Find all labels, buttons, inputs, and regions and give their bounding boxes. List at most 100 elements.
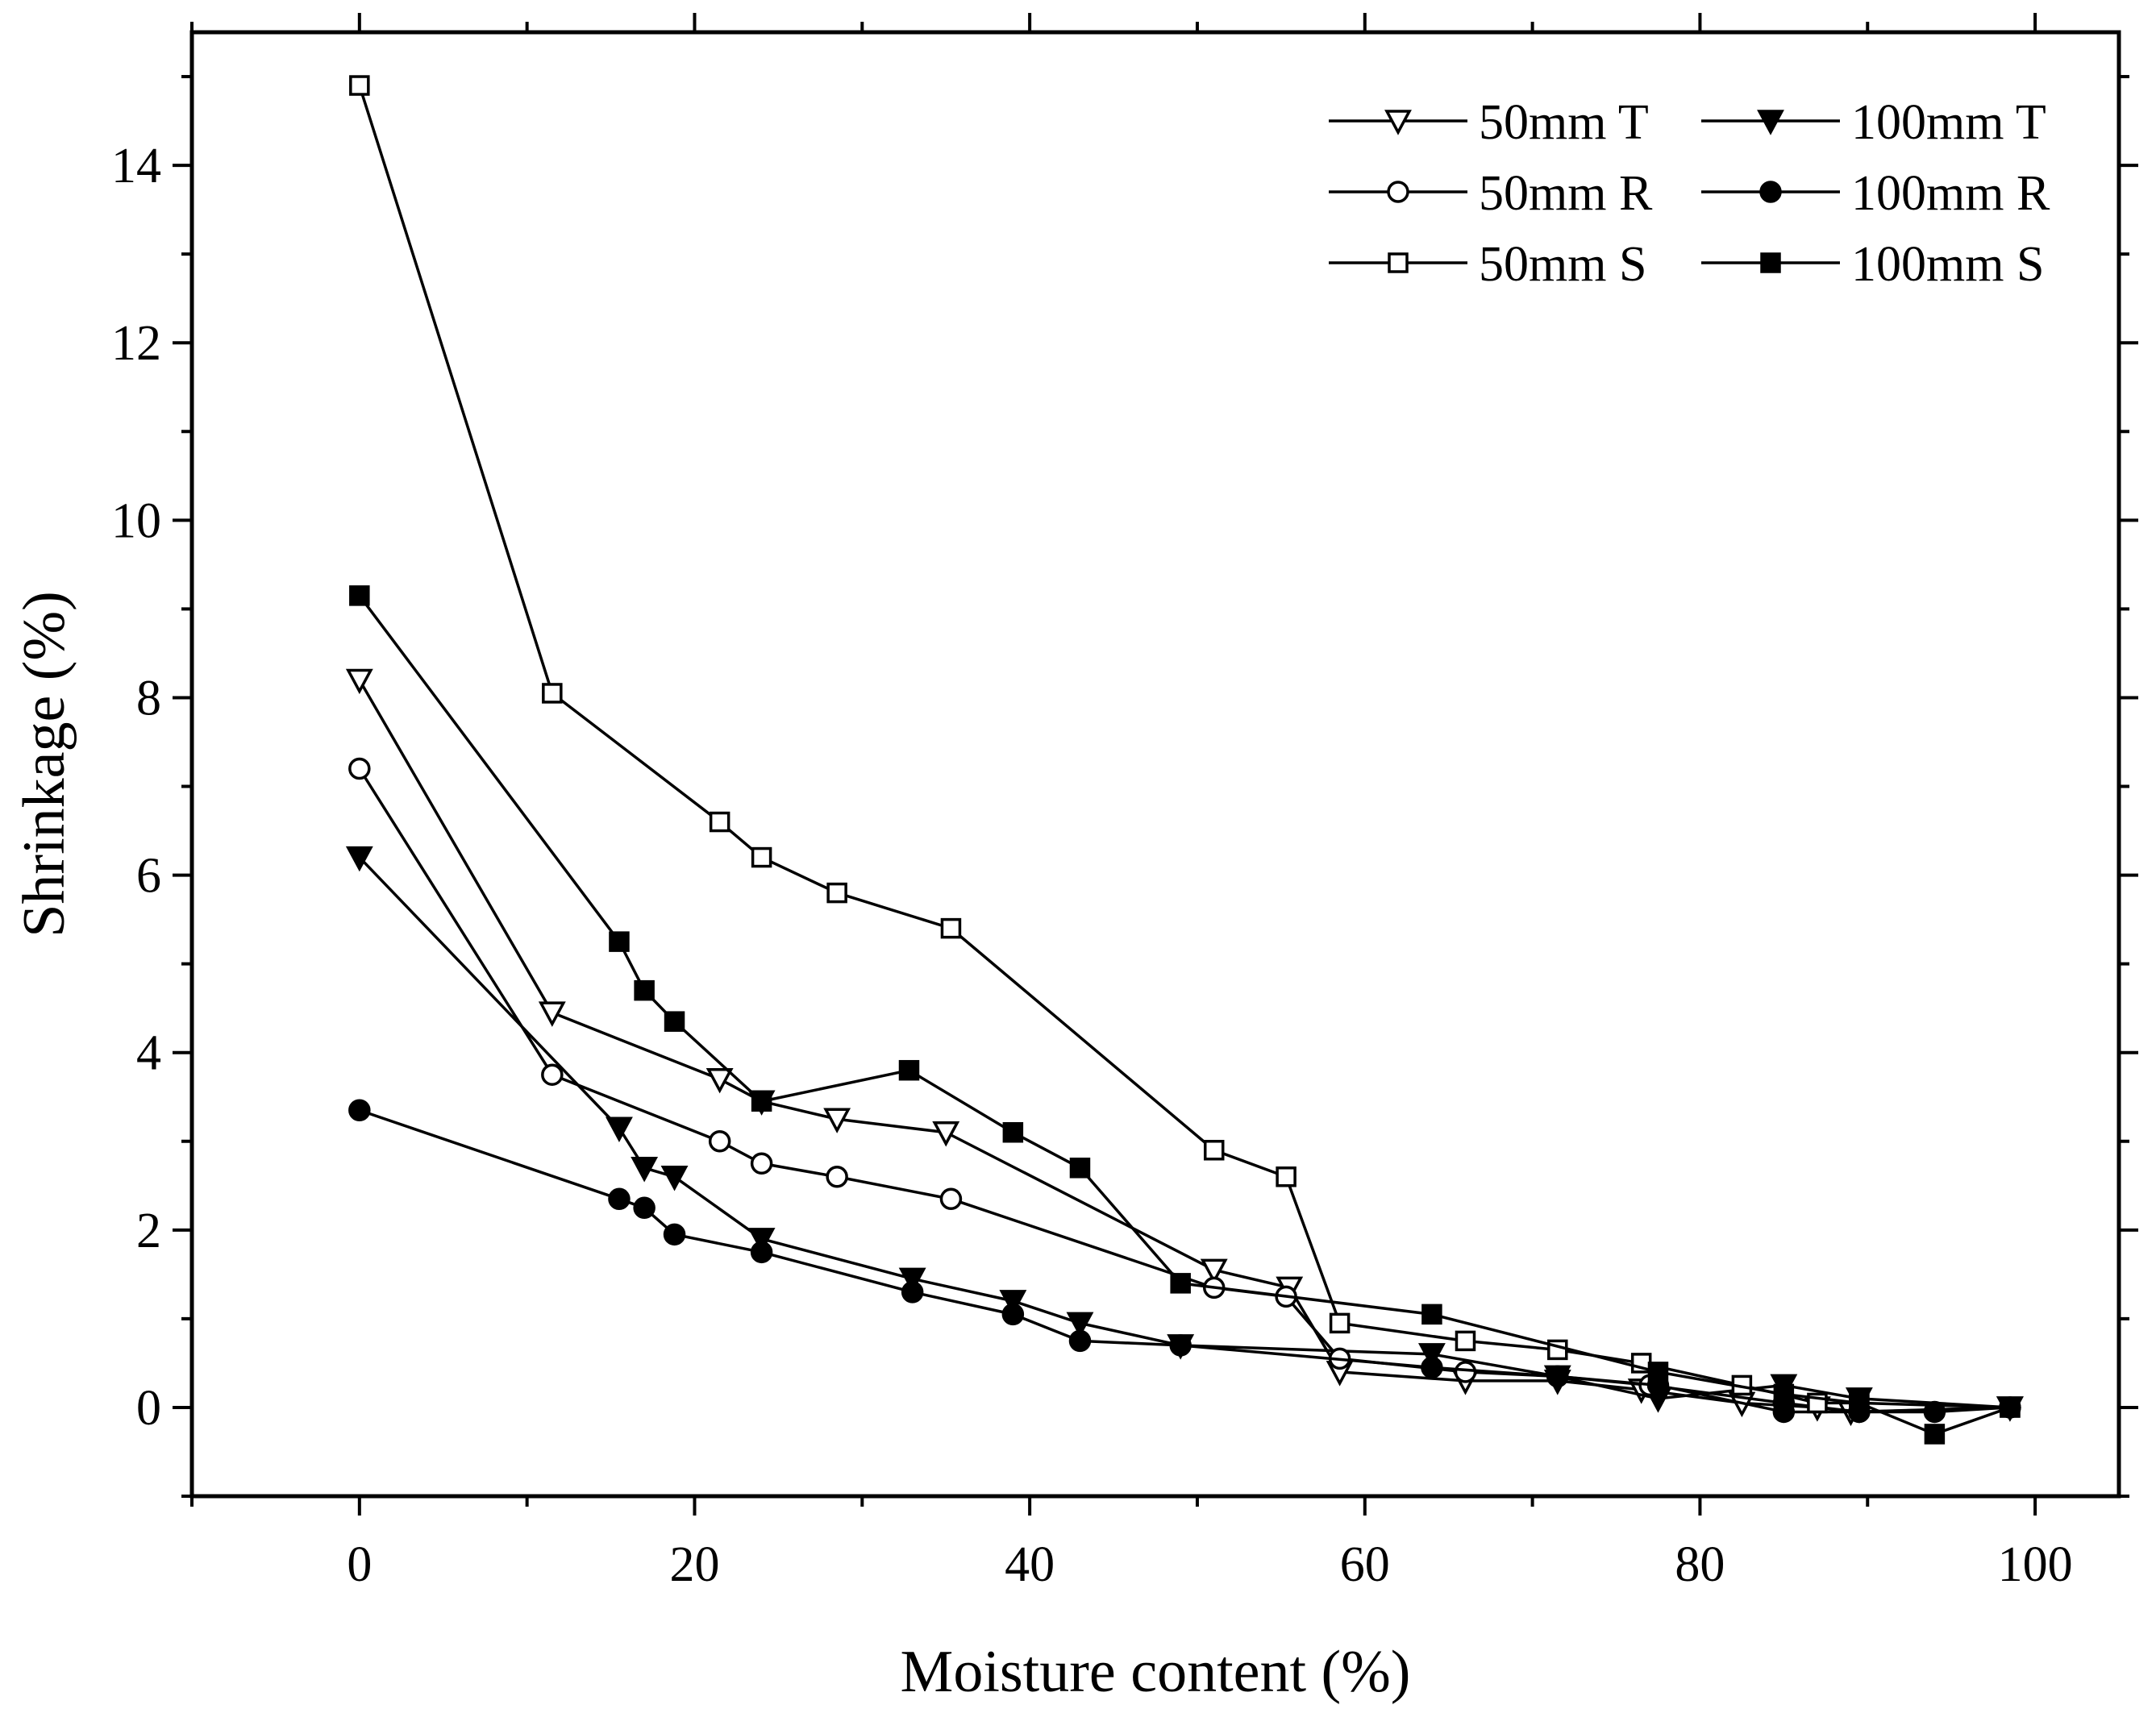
data-point <box>826 882 847 904</box>
y-tick-label: 10 <box>111 493 161 548</box>
data-point <box>1421 1304 1442 1325</box>
data-point <box>1069 1158 1091 1179</box>
data-point <box>1849 1392 1870 1414</box>
legend-item: 100mm T <box>1701 95 2046 150</box>
legend-item: 50mm S <box>1329 237 1646 292</box>
legend-marker <box>1760 252 1781 273</box>
data-point <box>349 75 370 96</box>
y-tick-label: 8 <box>136 671 161 726</box>
y-tick-label: 2 <box>136 1204 161 1258</box>
x-tick-label: 0 <box>347 1537 372 1592</box>
legend-label: 100mm R <box>1851 166 2050 221</box>
data-point <box>1170 1273 1191 1294</box>
data-point <box>663 1223 686 1246</box>
data-point <box>542 683 563 704</box>
legend-item: 100mm R <box>1701 166 2050 221</box>
legend-marker <box>1387 181 1409 203</box>
data-point <box>751 1091 772 1112</box>
legend-label: 50mm R <box>1479 166 1653 221</box>
x-tick-label: 60 <box>1340 1537 1390 1592</box>
data-point <box>633 1196 656 1220</box>
legend-item: 50mm T <box>1329 95 1649 150</box>
y-tick-label: 4 <box>136 1026 161 1081</box>
data-point <box>348 757 371 780</box>
data-point <box>1923 1400 1946 1424</box>
data-point <box>1066 1312 1094 1338</box>
data-point <box>705 1067 734 1094</box>
data-point <box>1417 1343 1446 1369</box>
legend-label: 50mm S <box>1479 237 1646 292</box>
data-point <box>898 1059 920 1081</box>
legend-marker <box>1757 110 1784 135</box>
data-point <box>538 1001 566 1027</box>
data-point <box>708 1130 731 1153</box>
data-point <box>634 979 655 1001</box>
data-point <box>1773 1383 1795 1405</box>
data-point <box>541 1063 564 1086</box>
y-tick-label: 6 <box>136 849 161 904</box>
series-100mm-s <box>349 585 2021 1445</box>
data-point <box>940 917 962 939</box>
data-point <box>345 668 373 695</box>
data-point <box>1276 1166 1297 1187</box>
data-point <box>932 1121 960 1147</box>
data-point <box>751 846 772 868</box>
data-point <box>1002 1122 1024 1143</box>
data-point <box>747 1228 776 1254</box>
data-point <box>1454 1361 1477 1383</box>
data-point <box>1203 1140 1225 1161</box>
data-point <box>349 585 370 606</box>
data-point <box>1772 1400 1796 1424</box>
series-layer <box>345 75 2024 1445</box>
data-point <box>1329 1312 1351 1334</box>
data-point <box>345 846 373 872</box>
x-axis-title: Moisture content (%) <box>901 1639 1411 1705</box>
y-tick-label: 14 <box>111 139 161 193</box>
data-point <box>750 1152 773 1175</box>
data-point <box>1001 1303 1025 1326</box>
data-point <box>660 1166 689 1191</box>
y-axis-title: Shrinkage (%) <box>11 591 77 937</box>
data-point <box>1546 1365 1569 1388</box>
x-tick-label: 20 <box>669 1537 719 1592</box>
legend-item: 50mm R <box>1329 166 1653 221</box>
data-point <box>1068 1329 1092 1353</box>
legend-marker <box>1759 181 1782 203</box>
x-tick-label: 80 <box>1675 1537 1725 1592</box>
data-point <box>1647 1362 1669 1383</box>
legend-marker <box>1388 252 1409 273</box>
data-point <box>2000 1397 2021 1418</box>
data-point <box>1200 1258 1228 1285</box>
data-point <box>939 1187 963 1211</box>
legend-marker <box>1384 110 1412 135</box>
data-point <box>1169 1334 1192 1357</box>
data-point <box>1455 1330 1476 1352</box>
data-point <box>664 1011 685 1032</box>
data-point <box>608 1187 631 1211</box>
series-100mm-r <box>348 1099 2021 1424</box>
legend: 50mm T 50mm R 50mm S 100mm T 100mm R 100mm S <box>1329 95 2050 292</box>
data-point <box>1924 1424 1946 1445</box>
legend-label: 50mm T <box>1479 95 1649 150</box>
data-point <box>631 1157 659 1183</box>
y-tick-label: 12 <box>111 316 161 371</box>
data-point <box>901 1281 924 1304</box>
data-point <box>348 1099 371 1121</box>
legend-item: 100mm S <box>1701 237 2044 292</box>
data-point <box>709 811 730 833</box>
plot-frame <box>189 30 2121 1499</box>
ticks-layer: 0 20 40 60 80 100 0 2 4 6 8 10 12 14 <box>111 13 2138 1592</box>
data-point <box>823 1108 851 1133</box>
data-point <box>999 1290 1027 1316</box>
data-point <box>1421 1356 1443 1379</box>
data-point <box>606 1116 633 1142</box>
x-tick-label: 100 <box>1998 1537 2073 1592</box>
data-point <box>826 1166 848 1188</box>
x-tick-label: 40 <box>1005 1537 1055 1592</box>
legend-label: 100mm T <box>1851 95 2046 150</box>
data-point <box>898 1267 926 1294</box>
data-point <box>750 1241 773 1264</box>
y-tick-label: 0 <box>136 1381 161 1436</box>
